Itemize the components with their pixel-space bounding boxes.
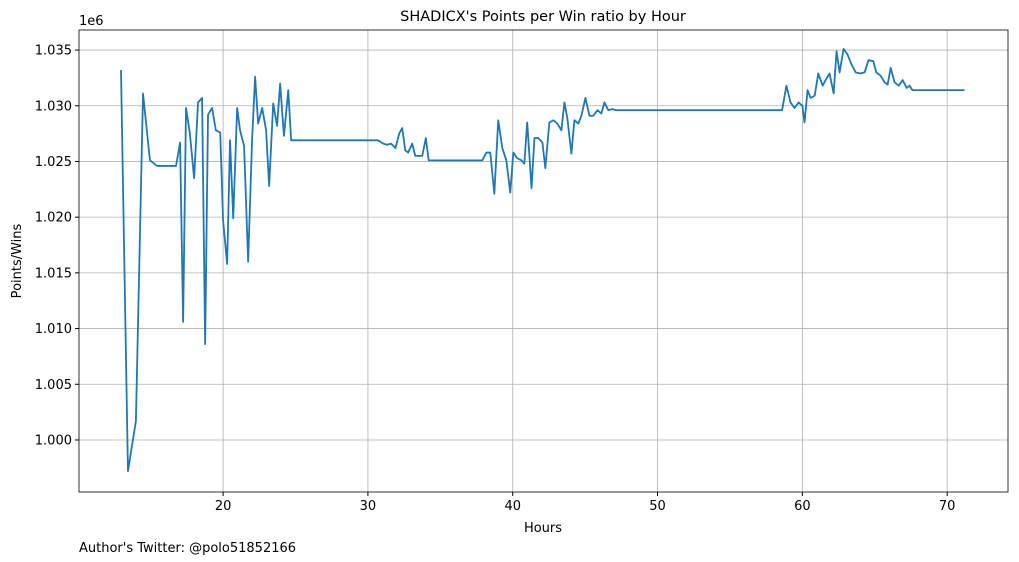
chart-title: SHADICX's Points per Win ratio by Hour [400,9,686,25]
x-tick-label: 40 [504,499,521,514]
x-tick-label: 60 [794,499,811,514]
footer: Author's Twitter: @polo51852166 [79,541,296,556]
x-tick-label: 30 [360,499,377,514]
x-tick-label: 50 [649,499,666,514]
y-tick-label: 1.020 [35,211,72,226]
plot-frame [78,29,1009,493]
y-tick-label: 1.015 [35,266,72,281]
y-tick-label: 1.010 [35,322,72,337]
y-tick-label: 1.005 [35,378,72,393]
x-axis-label: Hours [524,521,562,536]
y-tick-label: 1.035 [35,44,72,59]
y-offset: 1e6 [79,14,104,29]
y-tick-label: 1.000 [35,433,72,448]
y-tick-label: 1.025 [35,155,72,170]
data-line [120,48,965,473]
y-axis-label: Points/Wins [10,223,25,298]
x-tick-label: 20 [215,499,232,514]
x-tick-label: 70 [939,499,956,514]
y-tick-label: 1.030 [35,99,72,114]
